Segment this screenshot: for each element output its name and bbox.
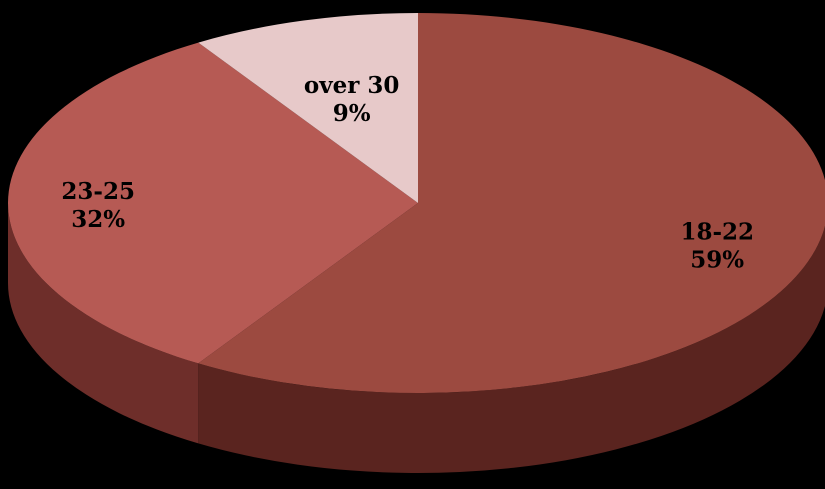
- slice-percent-label-0: 59%: [690, 246, 744, 273]
- slice-category-label-0: 18-22: [680, 218, 754, 245]
- slice-percent-label-2: 9%: [333, 100, 371, 127]
- pie-slice-0: [198, 13, 825, 393]
- pie-slice-2: [198, 13, 418, 203]
- slice-category-label-1: 23-25: [61, 178, 135, 205]
- pie-slice-1: [7, 42, 418, 364]
- slice-category-label-2: over 30: [304, 72, 399, 99]
- pie-tops: [7, 13, 825, 393]
- pie-sides: [8, 203, 825, 473]
- pie-side-1: [8, 203, 199, 444]
- pie-side-0: [198, 225, 825, 473]
- slice-percent-label-1: 32%: [71, 206, 125, 233]
